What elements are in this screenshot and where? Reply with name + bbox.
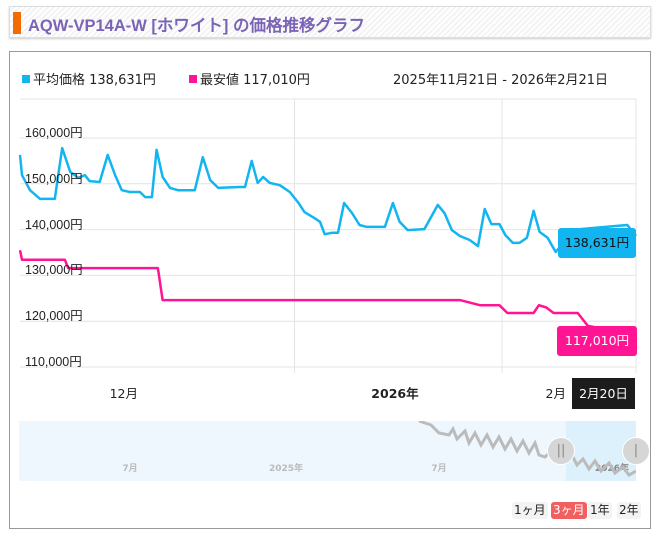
navigator-label: 2025年 [268, 464, 304, 474]
date-tooltip: 2月20日 [572, 378, 635, 409]
x-tick-label: 2月 [545, 386, 566, 401]
min-price-line [18, 249, 637, 337]
y-tick-label: 120,000円 [25, 309, 83, 324]
navigator-left-handle[interactable]: || [547, 437, 575, 465]
title-accent-mark [13, 12, 21, 34]
navigator-series [418, 421, 636, 477]
min-color-swatch [189, 75, 197, 83]
legend-min[interactable]: 最安値 117,010円 [189, 69, 310, 88]
y-tick-label: 140,000円 [25, 217, 83, 232]
y-tick-label: 130,000円 [25, 263, 83, 278]
avg-value-label: 138,631円 [558, 228, 636, 258]
legend-min-label: 最安値 117,010円 [200, 73, 310, 88]
y-tick-label: 150,000円 [25, 171, 83, 186]
x-tick-label: 12月 [109, 386, 138, 401]
range-button-3m[interactable]: 3ヶ月 [551, 502, 587, 519]
min-value-label: 117,010円 [557, 326, 637, 356]
navigator[interactable]: 7月 2025年 7月 2026年 || | [19, 421, 650, 481]
range-button-2y[interactable]: 2年 [617, 502, 641, 519]
legend-avg-label: 平均価格 138,631円 [33, 73, 156, 88]
navigator-label: 7月 [122, 464, 138, 474]
range-button-1m[interactable]: 1ヶ月 [512, 502, 548, 519]
legend-avg[interactable]: 平均価格 138,631円 [22, 69, 156, 88]
x-tick-label: 2026年 [371, 386, 419, 401]
avg-color-swatch [22, 75, 30, 83]
page-title: AQW-VP14A-W [ホワイト] の価格推移グラフ [28, 17, 365, 35]
navigator-right-handle[interactable]: | [622, 437, 650, 465]
title-bar: AQW-VP14A-W [ホワイト] の価格推移グラフ [9, 6, 651, 38]
y-tick-label: 160,000円 [25, 126, 83, 140]
chart-container [9, 51, 651, 529]
navigator-label: 7月 [431, 464, 447, 474]
avg-price-line [18, 146, 637, 254]
y-tick-label: 110,000円 [25, 355, 82, 369]
date-range: 2025年11月21日 - 2026年2月21日 [393, 73, 609, 88]
range-button-1y[interactable]: 1年 [588, 502, 612, 519]
